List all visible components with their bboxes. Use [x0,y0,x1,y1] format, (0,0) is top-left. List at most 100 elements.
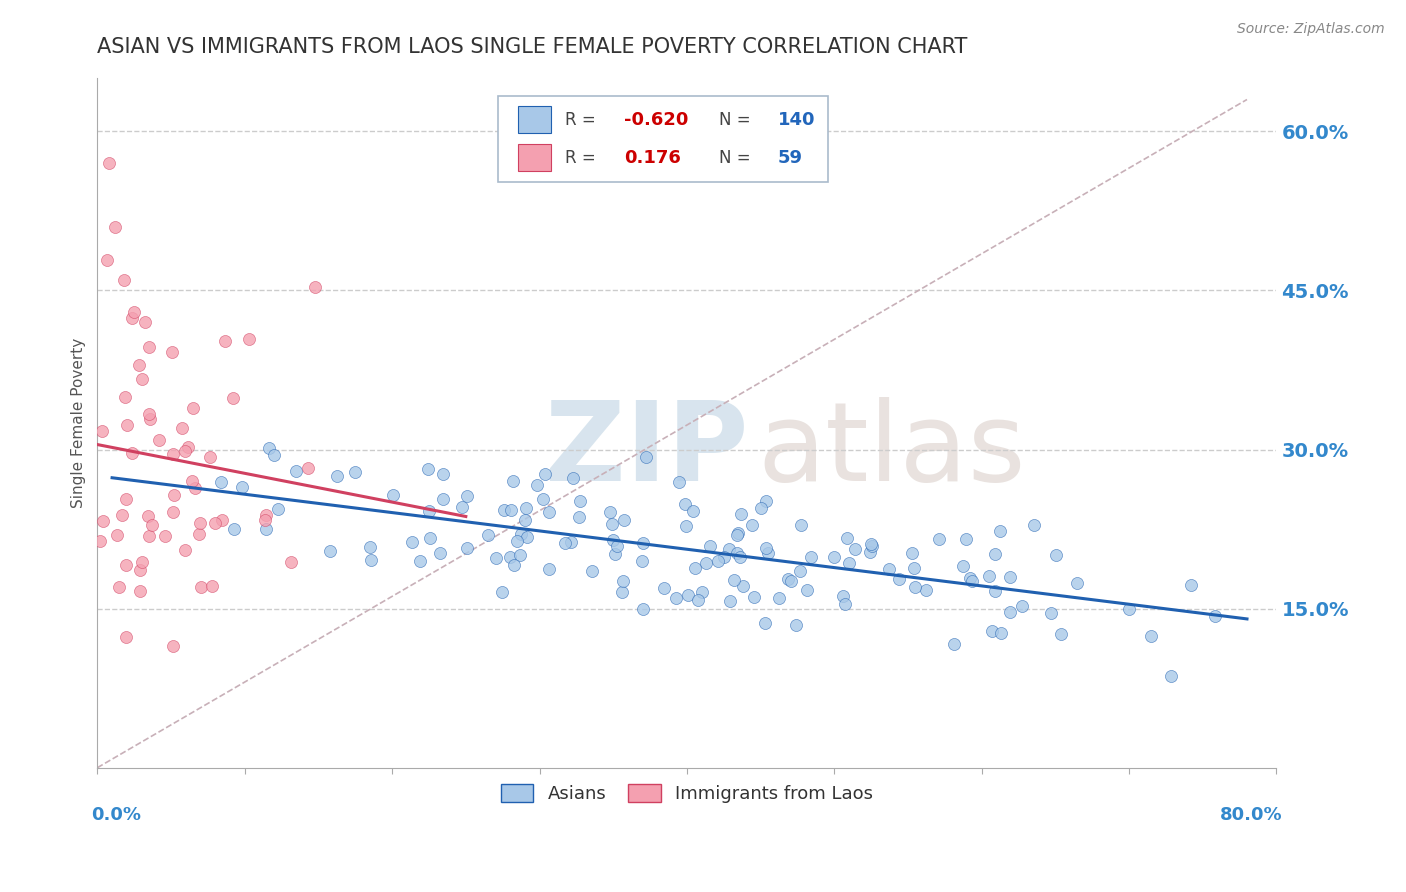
Text: N =: N = [718,149,755,167]
Point [1140,629,1163,643]
Point [509,548,531,562]
Point [636,450,658,464]
Text: ASIAN VS IMMIGRANTS FROM LAOS SINGLE FEMALE POVERTY CORRELATION CHART: ASIAN VS IMMIGRANTS FROM LAOS SINGLE FEM… [97,37,967,57]
Point [713,549,735,564]
Point [214,334,236,348]
Point [419,531,441,545]
Point [725,546,748,560]
Point [984,584,1007,599]
Point [139,411,162,425]
Point [91,425,114,439]
Point [531,491,554,506]
Text: 80.0%: 80.0% [1220,805,1282,823]
Point [699,539,721,553]
Point [128,358,150,372]
Point [900,546,922,560]
Point [188,516,211,531]
Point [506,533,529,548]
Point [231,480,253,494]
Point [733,579,755,593]
Point [860,539,883,553]
Point [456,541,478,555]
Point [1011,599,1033,613]
Point [432,467,454,482]
Point [983,547,1005,561]
Point [554,535,576,549]
Point [114,390,136,404]
Point [631,536,654,550]
Point [789,518,811,533]
Point [138,529,160,543]
Point [533,467,555,481]
Point [266,501,288,516]
Point [904,580,927,594]
Point [180,474,202,488]
Point [718,594,741,608]
Point [1180,578,1202,592]
Point [491,585,513,599]
Point [131,555,153,569]
Point [254,523,277,537]
Point [1045,548,1067,562]
Point [121,446,143,460]
Point [537,505,560,519]
Point [136,509,159,524]
Point [1039,607,1062,621]
Point [485,550,508,565]
Point [499,550,522,565]
Point [170,421,193,435]
Point [990,625,1012,640]
Point [695,556,717,570]
Point [537,562,560,576]
Point [690,585,713,599]
Point [749,501,772,516]
Point [155,528,177,542]
Point [1118,602,1140,616]
Point [955,532,977,546]
Point [304,280,326,294]
Point [581,564,603,578]
Point [756,546,779,560]
Point [285,465,308,479]
Point [526,478,548,492]
Point [768,591,790,605]
Text: atlas: atlas [758,397,1026,504]
Point [915,583,938,598]
Point [128,563,150,577]
Point [115,558,138,573]
Point [727,525,749,540]
Point [138,340,160,354]
FancyBboxPatch shape [519,144,551,171]
Point [606,539,628,553]
Point [190,580,212,594]
Point [754,616,776,631]
Point [173,542,195,557]
Point [477,528,499,542]
Point [682,504,704,518]
Point [789,565,811,579]
Point [800,549,823,564]
Point [129,584,152,599]
Point [1160,669,1182,683]
Point [104,219,127,234]
Point [673,497,696,511]
Point [859,536,882,550]
Point [115,417,138,432]
Point [754,494,776,508]
Point [162,639,184,653]
Point [877,562,900,576]
Point [730,549,752,564]
Point [209,475,232,489]
Point [516,530,538,544]
Point [184,481,207,495]
Point [211,513,233,527]
Point [610,585,633,599]
Point [432,491,454,506]
Point [844,542,866,557]
Point [998,569,1021,583]
Point [174,444,197,458]
Point [257,442,280,456]
Point [755,541,778,556]
Point [612,574,634,588]
Text: -0.620: -0.620 [624,111,689,128]
